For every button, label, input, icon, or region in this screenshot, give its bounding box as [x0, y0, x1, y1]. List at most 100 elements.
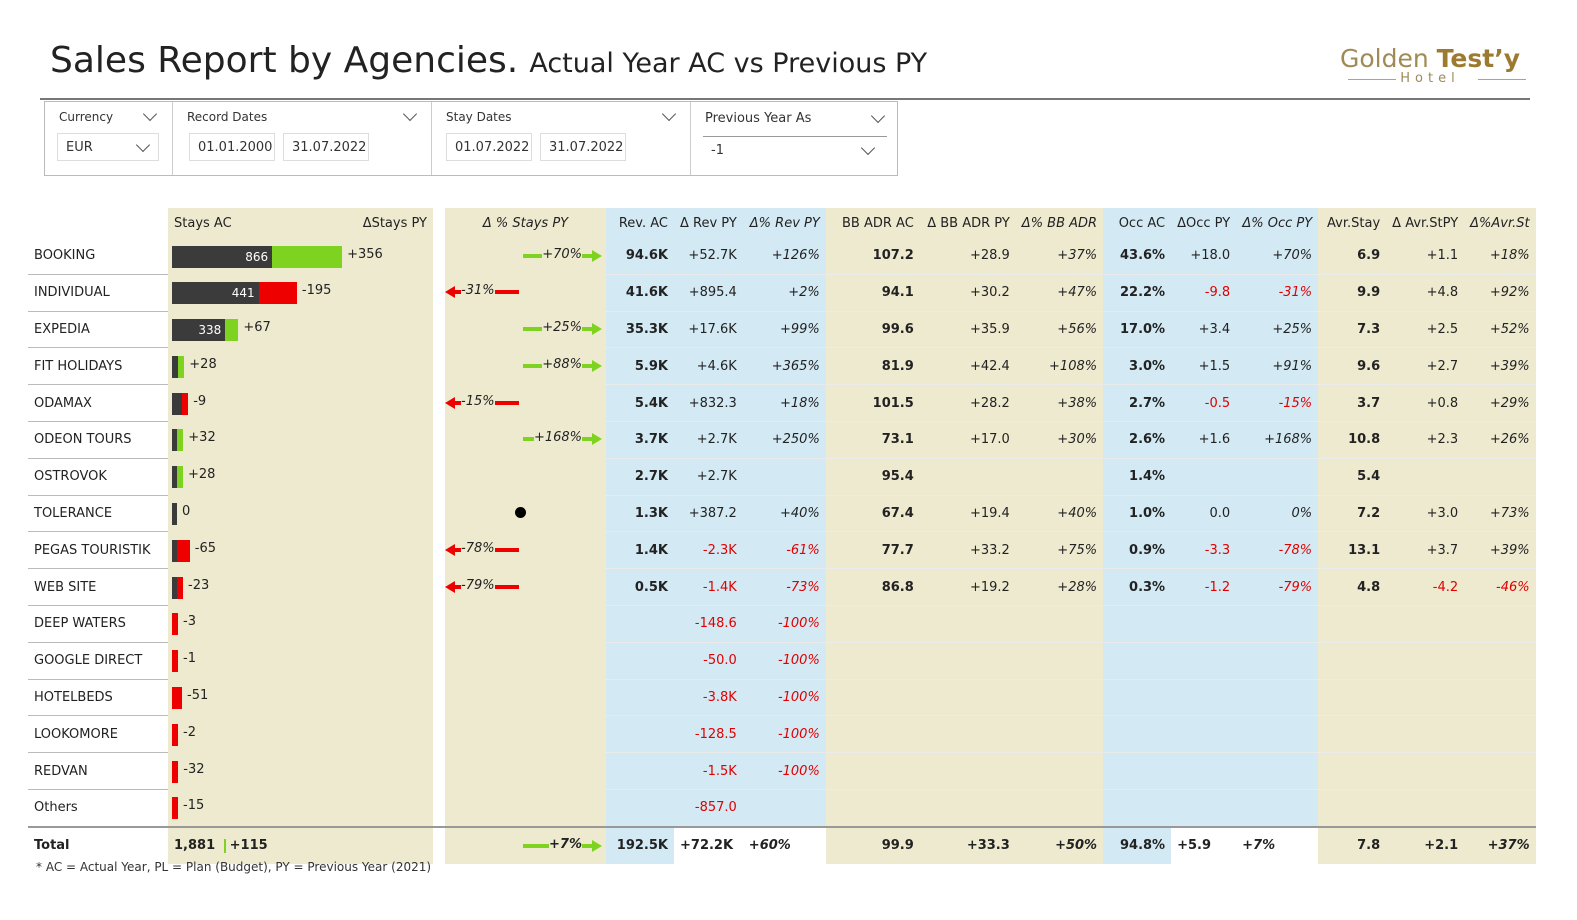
delta-pct-avr-st-cell — [1464, 605, 1536, 643]
agency-name[interactable]: OSTROVOK — [28, 458, 168, 496]
agency-name[interactable]: ODEON TOURS — [28, 421, 168, 459]
delta-stays-label: 0 — [182, 504, 191, 520]
avr-stay-cell: 7.3 — [1318, 311, 1387, 349]
col-rev-ac[interactable]: Rev. AC — [606, 208, 674, 238]
avr-stay-cell: 5.4 — [1318, 458, 1387, 496]
col-stays-ac[interactable]: Stays AC — [174, 215, 232, 231]
logo-word-testy: Test’y — [1436, 44, 1520, 73]
agency-name[interactable]: HOTELBEDS — [28, 679, 168, 717]
agency-name[interactable]: ODAMAX — [28, 384, 168, 422]
stays-bar-cell: -65 — [168, 531, 433, 569]
delta-pct-bb-adr-cell: +30% — [1015, 421, 1104, 459]
col-delta-pct-avr-st[interactable]: Δ%Avr.St — [1464, 208, 1536, 238]
delta-rev-py-cell: +52.7K — [674, 238, 743, 275]
record-date-to-input[interactable]: 31.07.2022 — [283, 133, 369, 161]
agency-name[interactable]: LOOKOMORE — [28, 715, 168, 754]
stays-bar-cell: 0 — [168, 495, 433, 532]
chevron-down-icon[interactable] — [142, 106, 158, 122]
col-avr-stay[interactable]: Avr.Stay — [1318, 208, 1387, 238]
total-delta-occ-py-cell: +5.9 — [1171, 825, 1237, 864]
occ-ac-cell: 43.6% — [1103, 238, 1172, 275]
stay-date-from-input[interactable]: 01.07.2022 — [446, 133, 532, 161]
delta-pct-stays-label: -78% — [461, 540, 495, 556]
agency-name[interactable]: INDIVIDUAL — [28, 274, 168, 312]
agency-name[interactable]: GOOGLE DIRECT — [28, 642, 168, 680]
delta-bb-adr-py-cell: +35.9 — [919, 311, 1016, 349]
agency-name[interactable]: EXPEDIA — [28, 311, 168, 349]
total-bb-adr-ac-cell: 99.9 — [825, 825, 920, 864]
currency-filter[interactable]: Currency EUR — [45, 102, 173, 175]
agency-name[interactable]: Others — [28, 789, 168, 828]
delta-pct-stays-label: -15% — [461, 393, 495, 409]
record-dates-filter[interactable]: Record Dates 01.01.2000 31.07.2022 — [173, 102, 432, 175]
table-row[interactable]: ODEON TOURS +32 +168% 3.7K +2.7K +250% 73.1 +17… — [28, 421, 1536, 459]
agency-name[interactable]: WEB SITE — [28, 568, 168, 606]
chevron-down-icon[interactable] — [860, 140, 876, 156]
occ-ac-cell: 2.7% — [1103, 384, 1172, 422]
col-bb-adr-ac[interactable]: BB ADR AC — [825, 208, 920, 238]
delta-pct-stays-cell: +25% — [445, 311, 606, 348]
delta-pct-bb-adr-cell: +37% — [1015, 238, 1104, 275]
header-divider — [40, 98, 1530, 100]
agency-name[interactable]: DEEP WATERS — [28, 605, 168, 643]
record-date-from-input[interactable]: 01.01.2000 — [189, 133, 275, 161]
col-delta-pct-stays-py[interactable]: Δ % Stays PY — [445, 208, 606, 238]
currency-select[interactable]: EUR — [57, 133, 159, 161]
table-row[interactable]: TOLERANCE 0 1.3K +387.2 +40% 67.4 +19.4 +40% 1.0… — [28, 495, 1536, 533]
table-row[interactable]: BOOKING 866 +356 +70% 94.6K +52.7K +126% 107.2 +… — [28, 238, 1536, 275]
col-delta-bb-adr-py[interactable]: Δ BB ADR PY — [919, 208, 1016, 238]
stays-decrease-bar — [172, 687, 183, 710]
delta-stays-label: -51 — [187, 688, 209, 704]
delta-stays-label: +32 — [188, 430, 216, 446]
table-row[interactable]: LOOKOMORE -2 -128.5 -100% — [28, 715, 1536, 754]
table-row[interactable]: Others -15 -857.0 — [28, 789, 1536, 828]
table-row[interactable]: WEB SITE -23 -79% 0.5K -1.4K -73% 86.8 +19.2 +28… — [28, 568, 1536, 606]
col-occ-ac[interactable]: Occ AC — [1103, 208, 1172, 238]
total-delta-bb-adr-py-cell: +33.3 — [919, 825, 1016, 864]
table-row[interactable]: DEEP WATERS -3 -148.6 -100% — [28, 605, 1536, 643]
delta-pct-occ-py-cell: +70% — [1236, 238, 1319, 275]
delta-stays-label: -1 — [183, 651, 196, 667]
col-delta-avr-st-py[interactable]: Δ Avr.StPY — [1386, 208, 1465, 238]
agency-name[interactable]: REDVAN — [28, 752, 168, 790]
table-row[interactable]: OSTROVOK +28 2.7K +2.7K 95.4 1.4% 5.4 — [28, 458, 1536, 496]
col-delta-occ-py[interactable]: ΔOcc PY — [1171, 208, 1237, 238]
agency-name[interactable]: TOLERANCE — [28, 495, 168, 533]
col-delta-pct-rev-py[interactable]: Δ% Rev PY — [742, 208, 826, 238]
table-row[interactable]: REDVAN -32 -1.5K -100% — [28, 752, 1536, 790]
delta-pct-avr-st-cell — [1464, 752, 1536, 790]
col-delta-rev-py[interactable]: Δ Rev PY — [674, 208, 743, 238]
delta-pct-rev-py-cell — [742, 789, 826, 828]
table-row[interactable]: FIT HOLIDAYS +28 +88% 5.9K +4.6K +365% 81.9 +42… — [28, 347, 1536, 386]
rev-ac-cell: 41.6K — [606, 274, 674, 312]
agency-name[interactable]: PEGAS TOURISTIK — [28, 531, 168, 570]
delta-bb-adr-py-cell: +42.4 — [919, 347, 1016, 386]
total-row[interactable]: Total 1,881 +115 +7% 192.5K +72.2K +60% 99.9 +3… — [28, 825, 1536, 864]
table-row[interactable]: EXPEDIA 338 +67 +25% 35.3K +17.6K +99% 99.6 +35.… — [28, 311, 1536, 349]
total-delta-pct-avr-st-cell: +37% — [1464, 825, 1536, 864]
previous-year-select[interactable]: -1 — [703, 136, 887, 164]
table-row[interactable]: INDIVIDUAL 441 -195 -31% 41.6K +895.4 +2% 94.1 +… — [28, 274, 1536, 312]
col-delta-pct-occ-py[interactable]: Δ% Occ PY — [1236, 208, 1319, 238]
delta-pct-bb-adr-cell — [1015, 458, 1104, 496]
stay-dates-filter[interactable]: Stay Dates 01.07.2022 31.07.2022 — [432, 102, 691, 175]
delta-pct-avr-st-cell: -46% — [1464, 568, 1536, 606]
chevron-down-icon[interactable] — [402, 106, 418, 122]
delta-pct-bb-adr-cell — [1015, 642, 1104, 680]
agency-name[interactable]: BOOKING — [28, 238, 168, 275]
table-row[interactable]: GOOGLE DIRECT -1 -50.0 -100% — [28, 642, 1536, 680]
chevron-down-icon[interactable] — [135, 137, 151, 153]
stay-date-to-input[interactable]: 31.07.2022 — [540, 133, 626, 161]
agency-name[interactable]: FIT HOLIDAYS — [28, 347, 168, 386]
table-row[interactable]: HOTELBEDS -51 -3.8K -100% — [28, 679, 1536, 717]
chevron-down-icon[interactable] — [870, 108, 886, 124]
delta-bb-adr-py-cell — [919, 789, 1016, 828]
delta-pct-occ-py-cell: -31% — [1236, 274, 1319, 312]
total-delta-rev-py-cell: +72.2K — [674, 825, 743, 864]
col-delta-stays-py[interactable]: ΔStays PY — [362, 215, 427, 231]
previous-year-filter[interactable]: Previous Year As -1 — [691, 102, 897, 175]
table-row[interactable]: PEGAS TOURISTIK -65 -78% 1.4K -2.3K -61% 77.7 +… — [28, 531, 1536, 570]
chevron-down-icon[interactable] — [661, 106, 677, 122]
col-delta-pct-bb-adr[interactable]: Δ% BB ADR — [1015, 208, 1104, 238]
table-row[interactable]: ODAMAX -9 -15% 5.4K +832.3 +18% 101.5 +28.2 +38%… — [28, 384, 1536, 422]
